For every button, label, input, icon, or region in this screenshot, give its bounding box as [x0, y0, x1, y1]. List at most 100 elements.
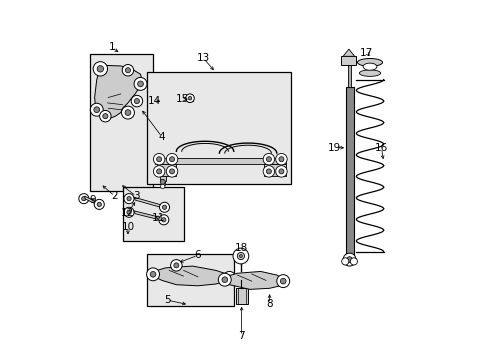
Circle shape — [100, 111, 111, 122]
Text: 17: 17 — [359, 48, 372, 58]
Bar — [161, 181, 164, 185]
Polygon shape — [264, 164, 285, 176]
Circle shape — [223, 271, 235, 284]
Circle shape — [169, 157, 174, 162]
Circle shape — [170, 260, 182, 271]
Circle shape — [188, 96, 191, 100]
Polygon shape — [134, 211, 162, 221]
Circle shape — [166, 153, 178, 165]
Circle shape — [341, 258, 348, 265]
Circle shape — [97, 66, 103, 72]
Circle shape — [125, 110, 131, 116]
Bar — [187, 98, 192, 101]
Text: 8: 8 — [266, 299, 272, 309]
Ellipse shape — [357, 59, 382, 66]
Polygon shape — [343, 49, 354, 56]
Circle shape — [185, 94, 194, 103]
Polygon shape — [94, 65, 142, 118]
Ellipse shape — [363, 63, 376, 70]
Circle shape — [90, 103, 103, 116]
Text: 7: 7 — [238, 331, 244, 341]
Circle shape — [134, 99, 139, 104]
Circle shape — [162, 218, 165, 222]
Circle shape — [239, 255, 242, 257]
Circle shape — [169, 169, 174, 174]
Circle shape — [278, 169, 284, 174]
Circle shape — [275, 166, 286, 177]
Text: 11: 11 — [151, 213, 165, 222]
Text: 19: 19 — [327, 143, 341, 153]
Circle shape — [160, 184, 164, 189]
Circle shape — [134, 77, 147, 90]
Polygon shape — [155, 158, 285, 164]
Circle shape — [343, 253, 355, 266]
Text: 3: 3 — [133, 191, 139, 201]
Circle shape — [233, 248, 248, 264]
Polygon shape — [134, 197, 163, 208]
Bar — [89, 54, 153, 191]
Polygon shape — [156, 164, 176, 176]
Circle shape — [266, 157, 271, 162]
Circle shape — [146, 268, 159, 281]
Circle shape — [266, 169, 271, 174]
Circle shape — [121, 106, 134, 119]
Bar — [160, 176, 165, 181]
Circle shape — [280, 278, 285, 284]
Circle shape — [237, 252, 244, 260]
Circle shape — [79, 194, 89, 204]
Bar — [341, 56, 356, 65]
Text: 10: 10 — [121, 222, 134, 231]
Circle shape — [349, 258, 357, 265]
Text: 9: 9 — [90, 195, 96, 205]
Polygon shape — [151, 266, 230, 286]
Circle shape — [124, 194, 134, 204]
Text: 6: 6 — [194, 250, 201, 260]
Circle shape — [160, 179, 165, 184]
Text: 15: 15 — [176, 94, 189, 104]
Bar — [147, 72, 290, 184]
Circle shape — [222, 277, 227, 283]
Text: 13: 13 — [196, 53, 209, 63]
Circle shape — [159, 202, 169, 212]
Circle shape — [263, 153, 274, 165]
Circle shape — [218, 273, 231, 286]
Text: 2: 2 — [111, 191, 118, 201]
Bar — [345, 87, 353, 255]
Text: 18: 18 — [235, 243, 248, 253]
Circle shape — [166, 166, 178, 177]
Text: 12: 12 — [121, 208, 134, 219]
Polygon shape — [84, 196, 98, 205]
Text: 16: 16 — [374, 143, 387, 153]
Circle shape — [94, 107, 100, 113]
Bar — [235, 288, 247, 304]
Circle shape — [93, 62, 107, 76]
Text: 1: 1 — [108, 42, 115, 52]
Circle shape — [137, 81, 143, 87]
Circle shape — [346, 257, 352, 262]
Circle shape — [131, 95, 142, 107]
Circle shape — [81, 197, 86, 201]
Circle shape — [174, 263, 179, 268]
Circle shape — [278, 157, 284, 162]
Circle shape — [156, 157, 162, 162]
Circle shape — [126, 197, 131, 201]
Circle shape — [275, 153, 286, 165]
Text: 14: 14 — [147, 96, 161, 106]
Circle shape — [162, 205, 166, 210]
Circle shape — [102, 114, 108, 119]
Text: 4: 4 — [159, 132, 165, 142]
Circle shape — [156, 169, 162, 174]
Text: 5: 5 — [164, 295, 170, 305]
Bar — [122, 187, 183, 241]
Circle shape — [276, 275, 289, 288]
Polygon shape — [223, 271, 284, 289]
Circle shape — [153, 166, 164, 177]
Circle shape — [126, 210, 131, 215]
Bar — [347, 65, 350, 87]
Circle shape — [97, 202, 101, 207]
Circle shape — [124, 207, 134, 217]
Circle shape — [122, 64, 133, 76]
Bar — [147, 253, 233, 306]
Circle shape — [226, 275, 232, 281]
Circle shape — [125, 68, 130, 73]
